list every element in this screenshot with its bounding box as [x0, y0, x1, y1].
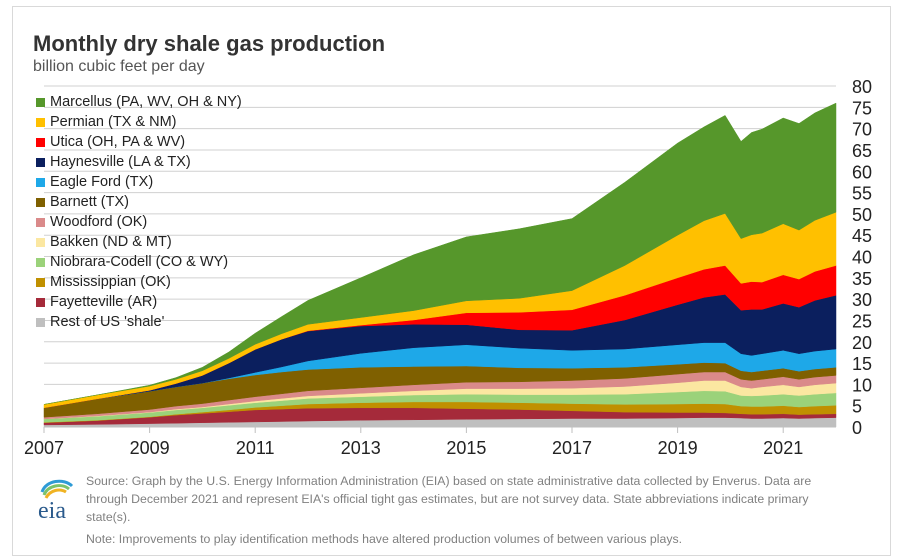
legend-item: Haynesville (LA & TX) [36, 152, 242, 172]
y-tick-label: 45 [852, 226, 872, 246]
x-tick-label: 2017 [552, 438, 592, 458]
legend-item: Woodford (OK) [36, 212, 242, 232]
legend-swatch [36, 197, 45, 207]
y-tick-label: 25 [852, 311, 872, 331]
footer: Source: Graph by the U.S. Energy Informa… [86, 472, 846, 548]
y-tick-label: 20 [852, 333, 872, 353]
y-tick-label: 70 [852, 120, 872, 140]
legend-label: Bakken (ND & MT) [50, 234, 172, 250]
x-tick-label: 2009 [130, 438, 170, 458]
legend-swatch [36, 157, 45, 167]
legend-item: Barnett (TX) [36, 192, 242, 212]
legend-swatch [36, 217, 45, 227]
legend-label: Eagle Ford (TX) [50, 174, 154, 190]
legend-swatch [36, 137, 45, 147]
x-tick-label: 2011 [236, 438, 275, 458]
chart-subtitle: billion cubic feet per day [33, 58, 205, 75]
legend-swatch [36, 277, 45, 287]
legend-label: Mississippian (OK) [50, 274, 171, 290]
x-tick-label: 2013 [341, 438, 381, 458]
legend-label: Haynesville (LA & TX) [50, 154, 191, 170]
y-tick-label: 65 [852, 141, 872, 161]
legend-swatch [36, 257, 45, 267]
y-tick-label: 10 [852, 375, 872, 395]
logo-text: eia [38, 498, 66, 524]
legend-swatch [36, 237, 45, 247]
legend-swatch [36, 317, 45, 327]
y-tick-label: 40 [852, 248, 872, 268]
legend-label: Fayetteville (AR) [50, 294, 158, 310]
y-tick-label: 0 [852, 418, 862, 438]
legend-label: Barnett (TX) [50, 194, 129, 210]
y-tick-label: 15 [852, 354, 872, 374]
x-tick-label: 2007 [24, 438, 64, 458]
y-tick-label: 30 [852, 290, 872, 310]
legend-item: Eagle Ford (TX) [36, 172, 242, 192]
area-marcellus-pa-wv-oh-ny [43, 102, 837, 405]
stacked-areas [43, 102, 837, 428]
legend-item: Niobrara-Codell (CO & WY) [36, 252, 242, 272]
legend-label: Utica (OH, PA & WV) [50, 134, 186, 150]
eia-logo: eia [38, 479, 74, 524]
legend-item: Rest of US 'shale' [36, 312, 242, 332]
legend-label: Woodford (OK) [50, 214, 148, 230]
note-text: Note: Improvements to play identificatio… [86, 532, 683, 546]
legend-item: Bakken (ND & MT) [36, 232, 242, 252]
legend-item: Permian (TX & NM) [36, 112, 242, 132]
legend: Marcellus (PA, WV, OH & NY) Permian (TX &… [36, 92, 242, 332]
legend-swatch [36, 117, 45, 127]
legend-label: Marcellus (PA, WV, OH & NY) [50, 94, 242, 110]
legend-label: Rest of US 'shale' [50, 314, 165, 330]
y-tick-label: 55 [852, 184, 872, 204]
legend-label: Permian (TX & NM) [50, 114, 177, 130]
x-tick-label: 2015 [446, 438, 486, 458]
y-tick-label: 5 [852, 397, 862, 417]
source-text: Source: Graph by the U.S. Energy Informa… [86, 474, 812, 524]
y-tick-label: 80 [852, 77, 872, 97]
legend-swatch [36, 177, 45, 187]
legend-item: Utica (OH, PA & WV) [36, 132, 242, 152]
x-tick-label: 2019 [658, 438, 698, 458]
y-tick-label: 35 [852, 269, 872, 289]
x-tick-label: 2021 [763, 438, 803, 458]
chart-title: Monthly dry shale gas production [33, 31, 386, 56]
y-tick-label: 50 [852, 205, 872, 225]
legend-item: Fayetteville (AR) [36, 292, 242, 312]
legend-swatch [36, 97, 45, 107]
y-tick-label: 75 [852, 98, 872, 118]
legend-item: Mississippian (OK) [36, 272, 242, 292]
legend-item: Marcellus (PA, WV, OH & NY) [36, 92, 242, 112]
legend-swatch [36, 297, 45, 307]
y-tick-label: 60 [852, 162, 872, 182]
legend-label: Niobrara-Codell (CO & WY) [50, 254, 229, 270]
